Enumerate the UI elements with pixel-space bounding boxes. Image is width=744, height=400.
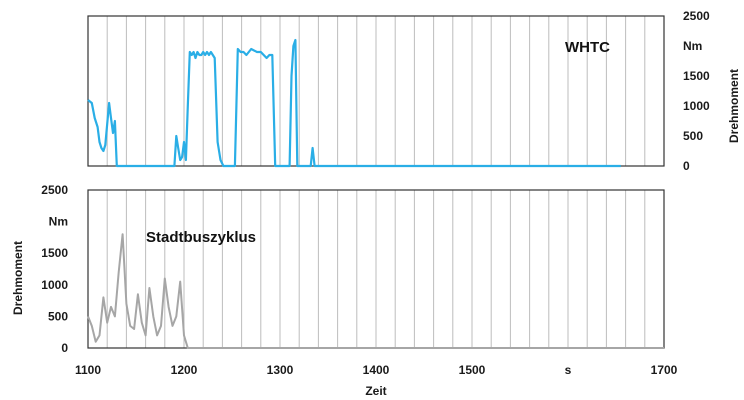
grid: [106, 16, 646, 348]
whtc-y-tick-label: Nm: [683, 39, 702, 53]
stadtbus-y-tick-label: 0: [61, 341, 68, 355]
whtc-y-tick-labels: 0 500 1000 1500 Nm 2500: [683, 9, 710, 173]
whtc-series-line: [87, 38, 621, 168]
stadtbus-series-label: Stadtbuszyklus: [146, 229, 256, 246]
stadtbus-y-tick-label: 500: [48, 309, 68, 323]
x-tick-label: 1300: [267, 363, 294, 377]
x-tick-label: 1500: [459, 363, 486, 377]
stadtbus-y-tick-label: 1000: [41, 278, 68, 292]
stadtbus-series-line: [87, 233, 664, 349]
series: [87, 38, 664, 349]
x-tick-label: 1400: [363, 363, 390, 377]
x-tick-label: 1200: [171, 363, 198, 377]
x-tick-label: 1700: [651, 363, 678, 377]
whtc-y-tick-label: 0: [683, 159, 690, 173]
whtc-series-label: WHTC: [565, 39, 610, 56]
stadtbus-y-tick-labels: 0 500 1000 1500 Nm 2500: [41, 183, 68, 355]
stadtbus-y-tick-label: 2500: [41, 183, 68, 197]
x-tick-labels: 1100 1200 1300 1400 1500 s 1700: [75, 363, 678, 377]
stadtbus-y-tick-label: 1500: [41, 246, 68, 260]
x-tick-label: s: [565, 363, 572, 377]
whtc-y-tick-label: 2500: [683, 9, 710, 23]
stadtbus-y-tick-label: Nm: [49, 215, 68, 229]
stadtbus-y-axis-label: Drehmoment: [11, 241, 25, 315]
x-axis-label: Zeit: [365, 384, 386, 398]
whtc-y-tick-label: 1000: [683, 99, 710, 113]
x-tick-label: 1100: [75, 363, 101, 377]
whtc-y-axis-label: Drehmoment: [727, 69, 741, 143]
whtc-y-tick-label: 500: [683, 129, 703, 143]
whtc-y-tick-label: 1500: [683, 69, 710, 83]
